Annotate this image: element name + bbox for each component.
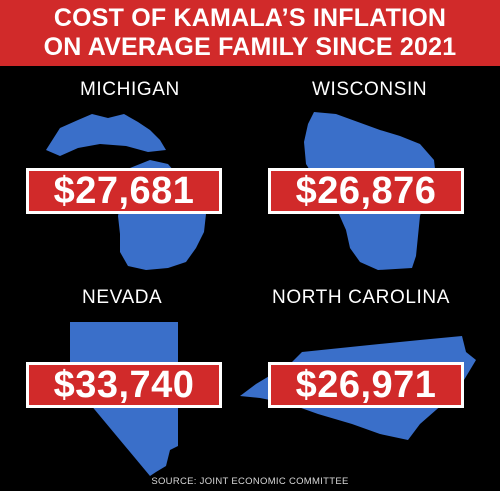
state-label-north-carolina: NORTH CAROLINA [272, 287, 451, 308]
amount-michigan: $27,681 [26, 168, 222, 214]
state-label-nevada: NEVADA [82, 287, 163, 308]
amount-north-carolina: $26,971 [268, 362, 464, 408]
state-label-wisconsin: WISCONSIN [312, 79, 428, 100]
source-credit: SOURCE: JOINT ECONOMIC COMMITTEE [151, 476, 349, 487]
headline-line-2: ON AVERAGE FAMILY SINCE 2021 [43, 33, 457, 61]
headline-line-1: COST OF KAMALA’S INFLATION [53, 4, 447, 32]
amount-nevada: $33,740 [26, 362, 222, 408]
amount-wisconsin: $26,876 [268, 168, 464, 214]
state-label-michigan: MICHIGAN [80, 79, 180, 100]
header-banner: COST OF KAMALA’S INFLATION ON AVERAGE FA… [0, 0, 500, 66]
